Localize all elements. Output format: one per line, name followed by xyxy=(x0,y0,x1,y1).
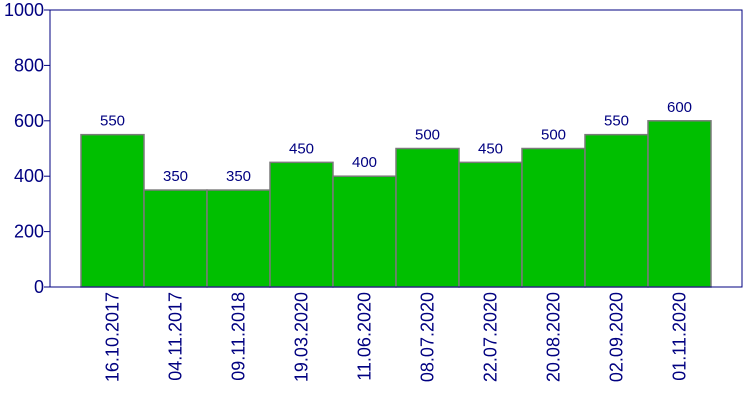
axes-layer: 0 200 400 600 800 1000 16.10.2017 04.11.2017 09.… xyxy=(4,0,743,382)
y-tick-label: 1000 xyxy=(4,0,44,20)
data-label: 600 xyxy=(667,99,692,116)
x-tick-label: 20.08.2020 xyxy=(544,292,564,382)
x-tick-label: 08.07.2020 xyxy=(418,292,438,382)
y-tick-label: 0 xyxy=(34,277,44,297)
bars-layer xyxy=(80,120,712,288)
y-tick-label: 600 xyxy=(14,111,44,131)
bar xyxy=(269,161,334,288)
y-tick-label: 400 xyxy=(14,166,44,186)
data-label: 500 xyxy=(541,127,566,144)
bar xyxy=(395,147,460,288)
y-tick-label: 800 xyxy=(14,55,44,75)
data-label: 500 xyxy=(415,127,440,144)
data-label: 450 xyxy=(478,140,503,157)
bar xyxy=(458,161,523,288)
data-label: 450 xyxy=(289,140,314,157)
x-tick-label: 09.11.2018 xyxy=(229,292,249,381)
x-tick-label: 01.11.2020 xyxy=(670,292,690,381)
bar xyxy=(647,120,712,288)
data-label: 550 xyxy=(100,113,125,130)
x-tick-label: 22.07.2020 xyxy=(481,292,501,382)
x-tick-label: 19.03.2020 xyxy=(292,292,312,382)
y-tick-label: 200 xyxy=(14,222,44,242)
plot-frame xyxy=(49,9,743,288)
bar xyxy=(143,189,208,288)
data-label: 350 xyxy=(163,168,188,185)
x-tick-label: 04.11.2017 xyxy=(166,292,186,381)
bar xyxy=(521,147,586,288)
bar xyxy=(332,175,397,288)
x-tick-label: 02.09.2020 xyxy=(607,292,627,382)
data-labels-layer: 550 350 350 450 400 500 450 500 550 600 xyxy=(100,99,692,185)
data-label: 400 xyxy=(352,154,377,171)
bar xyxy=(584,133,649,288)
bar xyxy=(206,189,271,288)
data-label: 550 xyxy=(604,113,629,130)
x-tick-label: 16.10.2017 xyxy=(103,292,123,382)
bar xyxy=(80,133,145,288)
data-label: 350 xyxy=(226,168,251,185)
x-tick-label: 11.06.2020 xyxy=(355,292,375,381)
